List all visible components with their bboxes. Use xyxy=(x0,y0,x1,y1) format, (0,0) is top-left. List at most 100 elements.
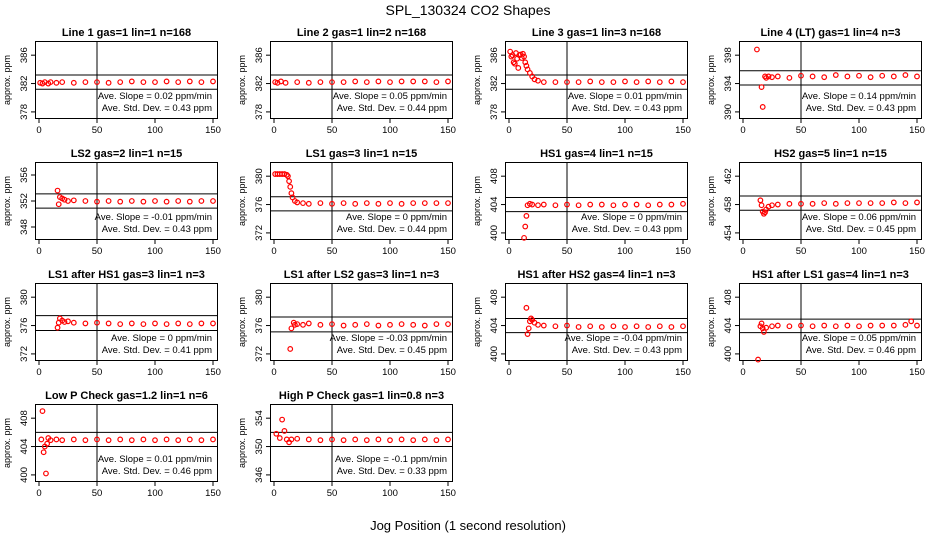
data-point xyxy=(879,322,886,329)
data-point xyxy=(759,104,766,110)
y-axis-label: approx. ppm xyxy=(2,55,12,105)
y-axis-label: approx. ppm xyxy=(706,55,716,105)
y-tick-label: 346 xyxy=(254,467,265,483)
y-tick-label: 372 xyxy=(254,346,265,362)
data-point xyxy=(300,321,306,328)
data-point xyxy=(398,200,405,207)
y-tick-label: 408 xyxy=(723,289,734,305)
data-point xyxy=(587,323,594,330)
data-point xyxy=(47,437,54,444)
data-point xyxy=(610,323,617,330)
y-tick-label: 404 xyxy=(723,318,734,334)
x-tick-label: 50 xyxy=(562,246,573,257)
data-point xyxy=(622,201,628,208)
data-point xyxy=(140,79,147,86)
data-point xyxy=(564,322,570,329)
x-tick-label: 100 xyxy=(851,367,867,378)
data-point xyxy=(65,198,71,204)
data-point xyxy=(82,79,89,86)
data-point xyxy=(54,324,61,331)
data-point xyxy=(769,202,775,209)
data-point xyxy=(117,436,124,443)
std-dev-annotation: Ave. Std. Dev. = 0.44 ppm xyxy=(337,103,447,114)
data-point xyxy=(140,198,147,205)
x-tick-label: 150 xyxy=(675,246,691,257)
data-point xyxy=(564,201,570,208)
data-point xyxy=(656,323,663,330)
panel-4: Line 4 (LT) gas=1 lin=4 n=3 approx. ppm 39… xyxy=(706,27,925,136)
data-point xyxy=(38,436,45,443)
data-point xyxy=(809,200,816,207)
slope-annotation: Ave. Slope = 0 ppm/min xyxy=(346,212,447,223)
plot-frame xyxy=(35,162,218,240)
y-tick-label: 382 xyxy=(19,76,30,92)
data-point xyxy=(433,200,440,207)
data-point xyxy=(352,200,359,207)
data-point xyxy=(352,321,359,328)
x-tick-label: 100 xyxy=(147,246,163,257)
data-point xyxy=(680,323,686,330)
data-point xyxy=(317,321,324,328)
figure-title: SPL_130324 CO2 Shapes xyxy=(385,2,551,18)
x-tick-label: 50 xyxy=(796,125,807,136)
y-axis-label: approx. ppm xyxy=(237,297,247,347)
data-point xyxy=(763,324,770,331)
plot-frame xyxy=(35,404,218,482)
data-point xyxy=(128,78,135,85)
y-tick-label: 376 xyxy=(19,318,30,334)
data-point xyxy=(55,201,62,208)
y-tick-label: 372 xyxy=(19,346,30,362)
y-tick-label: 352 xyxy=(19,193,30,209)
data-point xyxy=(610,79,617,86)
std-dev-annotation: Ave. Std. Dev. = 0.43 ppm xyxy=(572,103,682,114)
data-point xyxy=(140,321,147,328)
data-point xyxy=(786,200,793,207)
std-dev-annotation: Ave. Std. Dev. = 0.43 ppm xyxy=(102,103,212,114)
y-tick-label: 378 xyxy=(19,104,30,120)
x-tick-label: 150 xyxy=(909,125,925,136)
x-tick-label: 150 xyxy=(440,125,456,136)
data-point xyxy=(279,416,286,423)
data-point xyxy=(844,73,851,80)
data-point xyxy=(329,200,335,207)
std-dev-annotation: Ave. Std. Dev. = 0.43 ppm xyxy=(806,103,916,114)
data-point xyxy=(598,324,605,330)
data-point xyxy=(175,198,182,204)
std-dev-annotation: Ave. Std. Dev. = 0.43 ppm xyxy=(572,224,682,235)
panel-title: HS1 gas=4 lin=1 n=15 xyxy=(540,148,653,160)
data-point xyxy=(774,73,781,80)
x-tick-label: 0 xyxy=(271,246,276,257)
data-point xyxy=(175,437,182,444)
data-point xyxy=(523,212,530,219)
plot-frame xyxy=(270,283,453,361)
data-point xyxy=(535,321,541,328)
data-point xyxy=(82,198,89,204)
y-tick-label: 458 xyxy=(723,197,734,213)
y-tick-label: 404 xyxy=(489,197,500,213)
x-tick-label: 50 xyxy=(562,125,573,136)
data-point xyxy=(598,201,605,208)
x-tick-label: 100 xyxy=(851,125,867,136)
data-point xyxy=(210,78,216,85)
data-point xyxy=(535,77,541,84)
panel-title: High P Check gas=1 lin=0.8 n=3 xyxy=(279,390,444,402)
data-point xyxy=(305,320,312,327)
y-tick-label: 378 xyxy=(254,104,265,120)
data-point xyxy=(363,321,370,328)
data-point xyxy=(821,322,828,329)
data-point xyxy=(387,200,393,207)
data-point xyxy=(186,198,193,205)
panel-14: High P Check gas=1 lin=0.8 n=3 approx. pp… xyxy=(237,390,456,499)
data-point xyxy=(273,430,280,437)
x-tick-label: 100 xyxy=(147,367,163,378)
y-tick-label: 386 xyxy=(489,47,500,63)
data-point xyxy=(70,436,77,443)
plot-frame xyxy=(270,404,453,482)
panel-8: HS2 gas=5 lin=1 n=15 approx. ppm 454 458 462… xyxy=(706,148,925,257)
data-point xyxy=(645,202,652,209)
data-point xyxy=(540,322,547,329)
data-point xyxy=(765,73,772,80)
data-point xyxy=(375,436,382,443)
data-point xyxy=(755,356,761,363)
